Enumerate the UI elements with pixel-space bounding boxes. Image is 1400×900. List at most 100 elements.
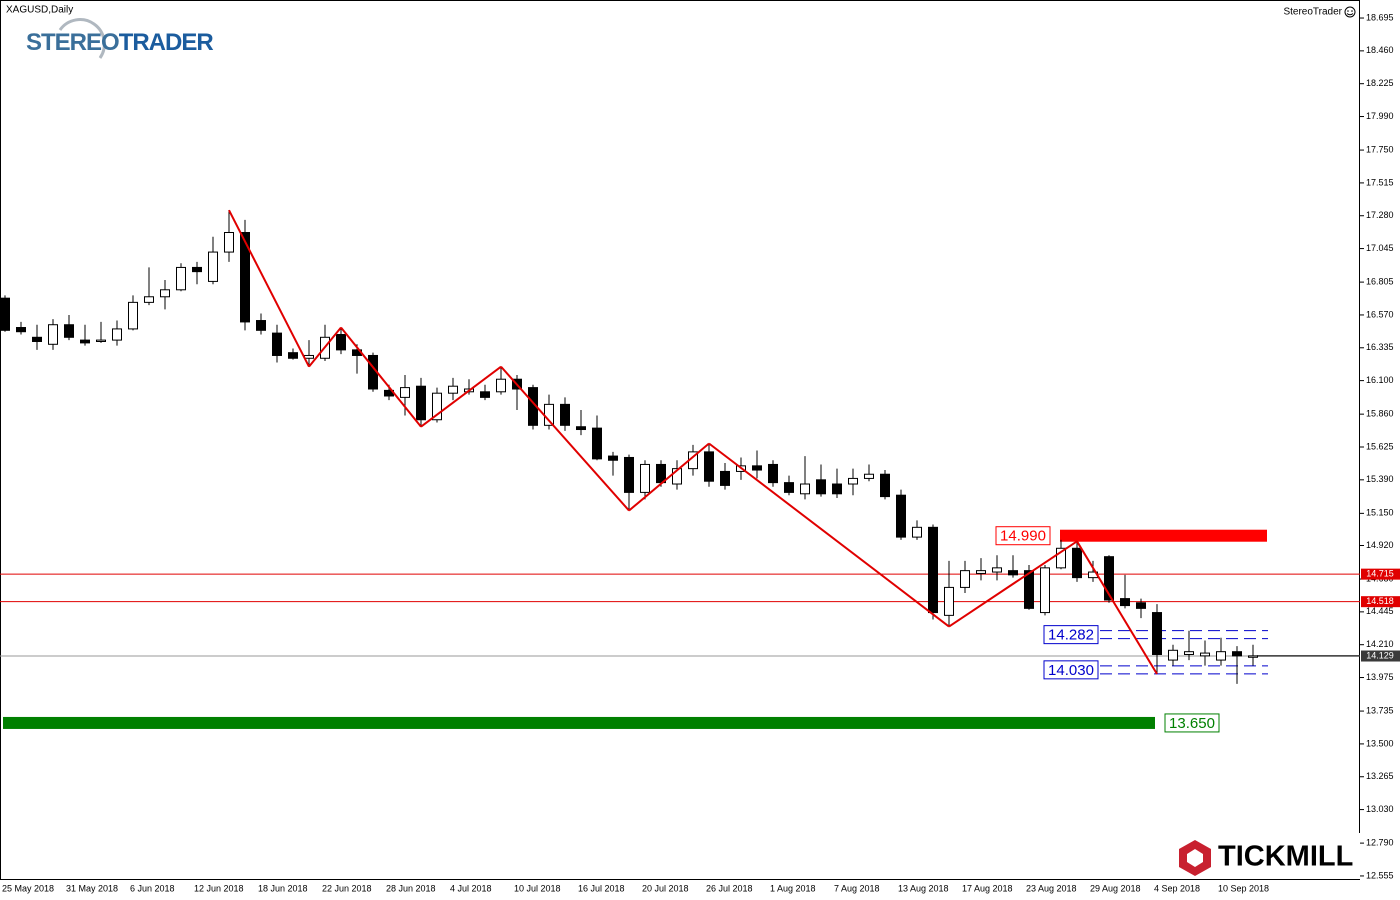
candle-body: [32, 336, 42, 342]
price-box-label: 14.129: [1366, 650, 1394, 660]
x-tick-label: 10 Sep 2018: [1218, 883, 1269, 893]
x-tick-label: 17 Aug 2018: [962, 883, 1013, 893]
candle-body: [144, 296, 154, 303]
y-tick-label: 16.570: [1366, 309, 1394, 319]
candle-body: [128, 301, 138, 330]
level-label: 14.030: [1048, 662, 1094, 679]
y-tick-label: 14.210: [1366, 639, 1394, 649]
zigzag-segment: [420, 365, 502, 428]
zigzag-segment: [308, 326, 342, 368]
logo-text: STEREOTRADER: [26, 29, 213, 56]
candle-body: [1008, 570, 1018, 576]
candle-body: [880, 473, 890, 498]
x-tick-label: 18 Jun 2018: [258, 883, 308, 893]
candle-body: [448, 385, 458, 394]
candle-body: [960, 570, 970, 588]
level-label: 14.282: [1048, 627, 1094, 644]
y-tick-label: 17.280: [1366, 210, 1394, 220]
y-tick-label: 13.500: [1366, 738, 1394, 748]
x-tick-label: 23 Aug 2018: [1026, 883, 1077, 893]
y-tick-label: 18.695: [1366, 12, 1394, 22]
candle-body: [912, 526, 922, 538]
y-tick-label: 14.445: [1366, 606, 1394, 616]
candle-body: [1072, 547, 1082, 579]
y-tick-label: 16.100: [1366, 375, 1394, 385]
y-tick-label: 13.265: [1366, 771, 1394, 781]
x-tick-label: 7 Aug 2018: [834, 883, 880, 893]
candle-body: [1024, 570, 1034, 609]
x-tick-label: 16 Jul 2018: [578, 883, 625, 893]
y-tick-label: 14.920: [1366, 540, 1394, 550]
candle-body: [1104, 556, 1114, 601]
candle-body: [672, 468, 682, 485]
y-tick-label: 17.045: [1366, 243, 1394, 253]
candle-body: [1136, 602, 1146, 609]
symbol-label: XAGUSD,Daily: [6, 5, 73, 16]
y-tick-label: 18.225: [1366, 78, 1394, 88]
x-tick-label: 26 Jul 2018: [706, 883, 753, 893]
y-tick-label: 17.990: [1366, 111, 1394, 121]
stereo-logo: STEREOTRADER: [26, 18, 214, 59]
candle-body: [896, 494, 906, 538]
zigzag-segment: [708, 442, 950, 628]
candle-body: [160, 289, 170, 298]
candle-body: [800, 483, 810, 495]
candle-body: [496, 378, 506, 393]
level-label-box: [1043, 625, 1099, 645]
candle-body: [1200, 652, 1210, 657]
candle-body: [544, 403, 554, 426]
candle-body: [576, 426, 586, 431]
y-tick-label: 13.735: [1366, 705, 1394, 715]
y-tick-label: 13.975: [1366, 672, 1394, 682]
indicator-label: StereoTrader: [1283, 7, 1342, 18]
candle-body: [1216, 651, 1226, 661]
y-tick-label: 17.750: [1366, 144, 1394, 154]
zigzag-segment: [228, 209, 310, 368]
zigzag-segment: [340, 326, 422, 428]
candle-body: [1152, 612, 1162, 655]
candle-body: [112, 328, 122, 341]
candle-body: [0, 297, 10, 331]
y-tick-label: 17.515: [1366, 177, 1394, 187]
y-tick-label: 15.625: [1366, 441, 1394, 451]
candle-body: [640, 463, 650, 493]
x-tick-label: 6 Jun 2018: [130, 883, 175, 893]
zigzag-segment: [948, 540, 1078, 628]
candle-body: [784, 482, 794, 493]
candle-body: [944, 586, 954, 616]
candle-body: [864, 473, 874, 479]
y-tick-label: 18.460: [1366, 45, 1394, 55]
plot-frame: [0, 0, 1360, 880]
x-tick-label: 1 Aug 2018: [770, 883, 816, 893]
x-tick-label: 4 Sep 2018: [1154, 883, 1200, 893]
candle-body: [240, 232, 250, 323]
y-tick-label: 12.555: [1366, 870, 1394, 880]
candle-body: [1232, 651, 1242, 657]
price-box: [1361, 568, 1400, 580]
broker-logo: TICKMILL: [1172, 833, 1360, 879]
candle-body: [976, 570, 986, 574]
smiley: [1344, 6, 1356, 18]
price-box: [1361, 596, 1400, 608]
broker-logo-text: TICKMILL: [1218, 841, 1353, 873]
candle-body: [992, 567, 1002, 573]
zone-label: 14.990: [1000, 528, 1046, 545]
y-tick-label: 15.860: [1366, 409, 1394, 419]
candle-body: [704, 451, 714, 482]
zone-label-box: [1164, 713, 1220, 733]
zigzag-segment: [1076, 540, 1158, 675]
level-label-box: [1043, 660, 1099, 680]
x-tick-label: 22 Jun 2018: [322, 883, 372, 893]
logo-part: STEREO: [26, 29, 119, 56]
logo-part: TRADER: [119, 29, 214, 56]
candle-body: [80, 339, 90, 344]
candle-body: [256, 320, 266, 331]
candle-body: [48, 324, 58, 345]
x-tick-label: 20 Jul 2018: [642, 883, 689, 893]
zone: [3, 716, 1155, 729]
y-tick-label: 15.150: [1366, 508, 1394, 518]
zigzag-segment: [500, 365, 630, 512]
y-tick-label: 16.805: [1366, 276, 1394, 286]
x-tick-label: 28 Jun 2018: [386, 883, 436, 893]
price-box: [1361, 650, 1400, 662]
